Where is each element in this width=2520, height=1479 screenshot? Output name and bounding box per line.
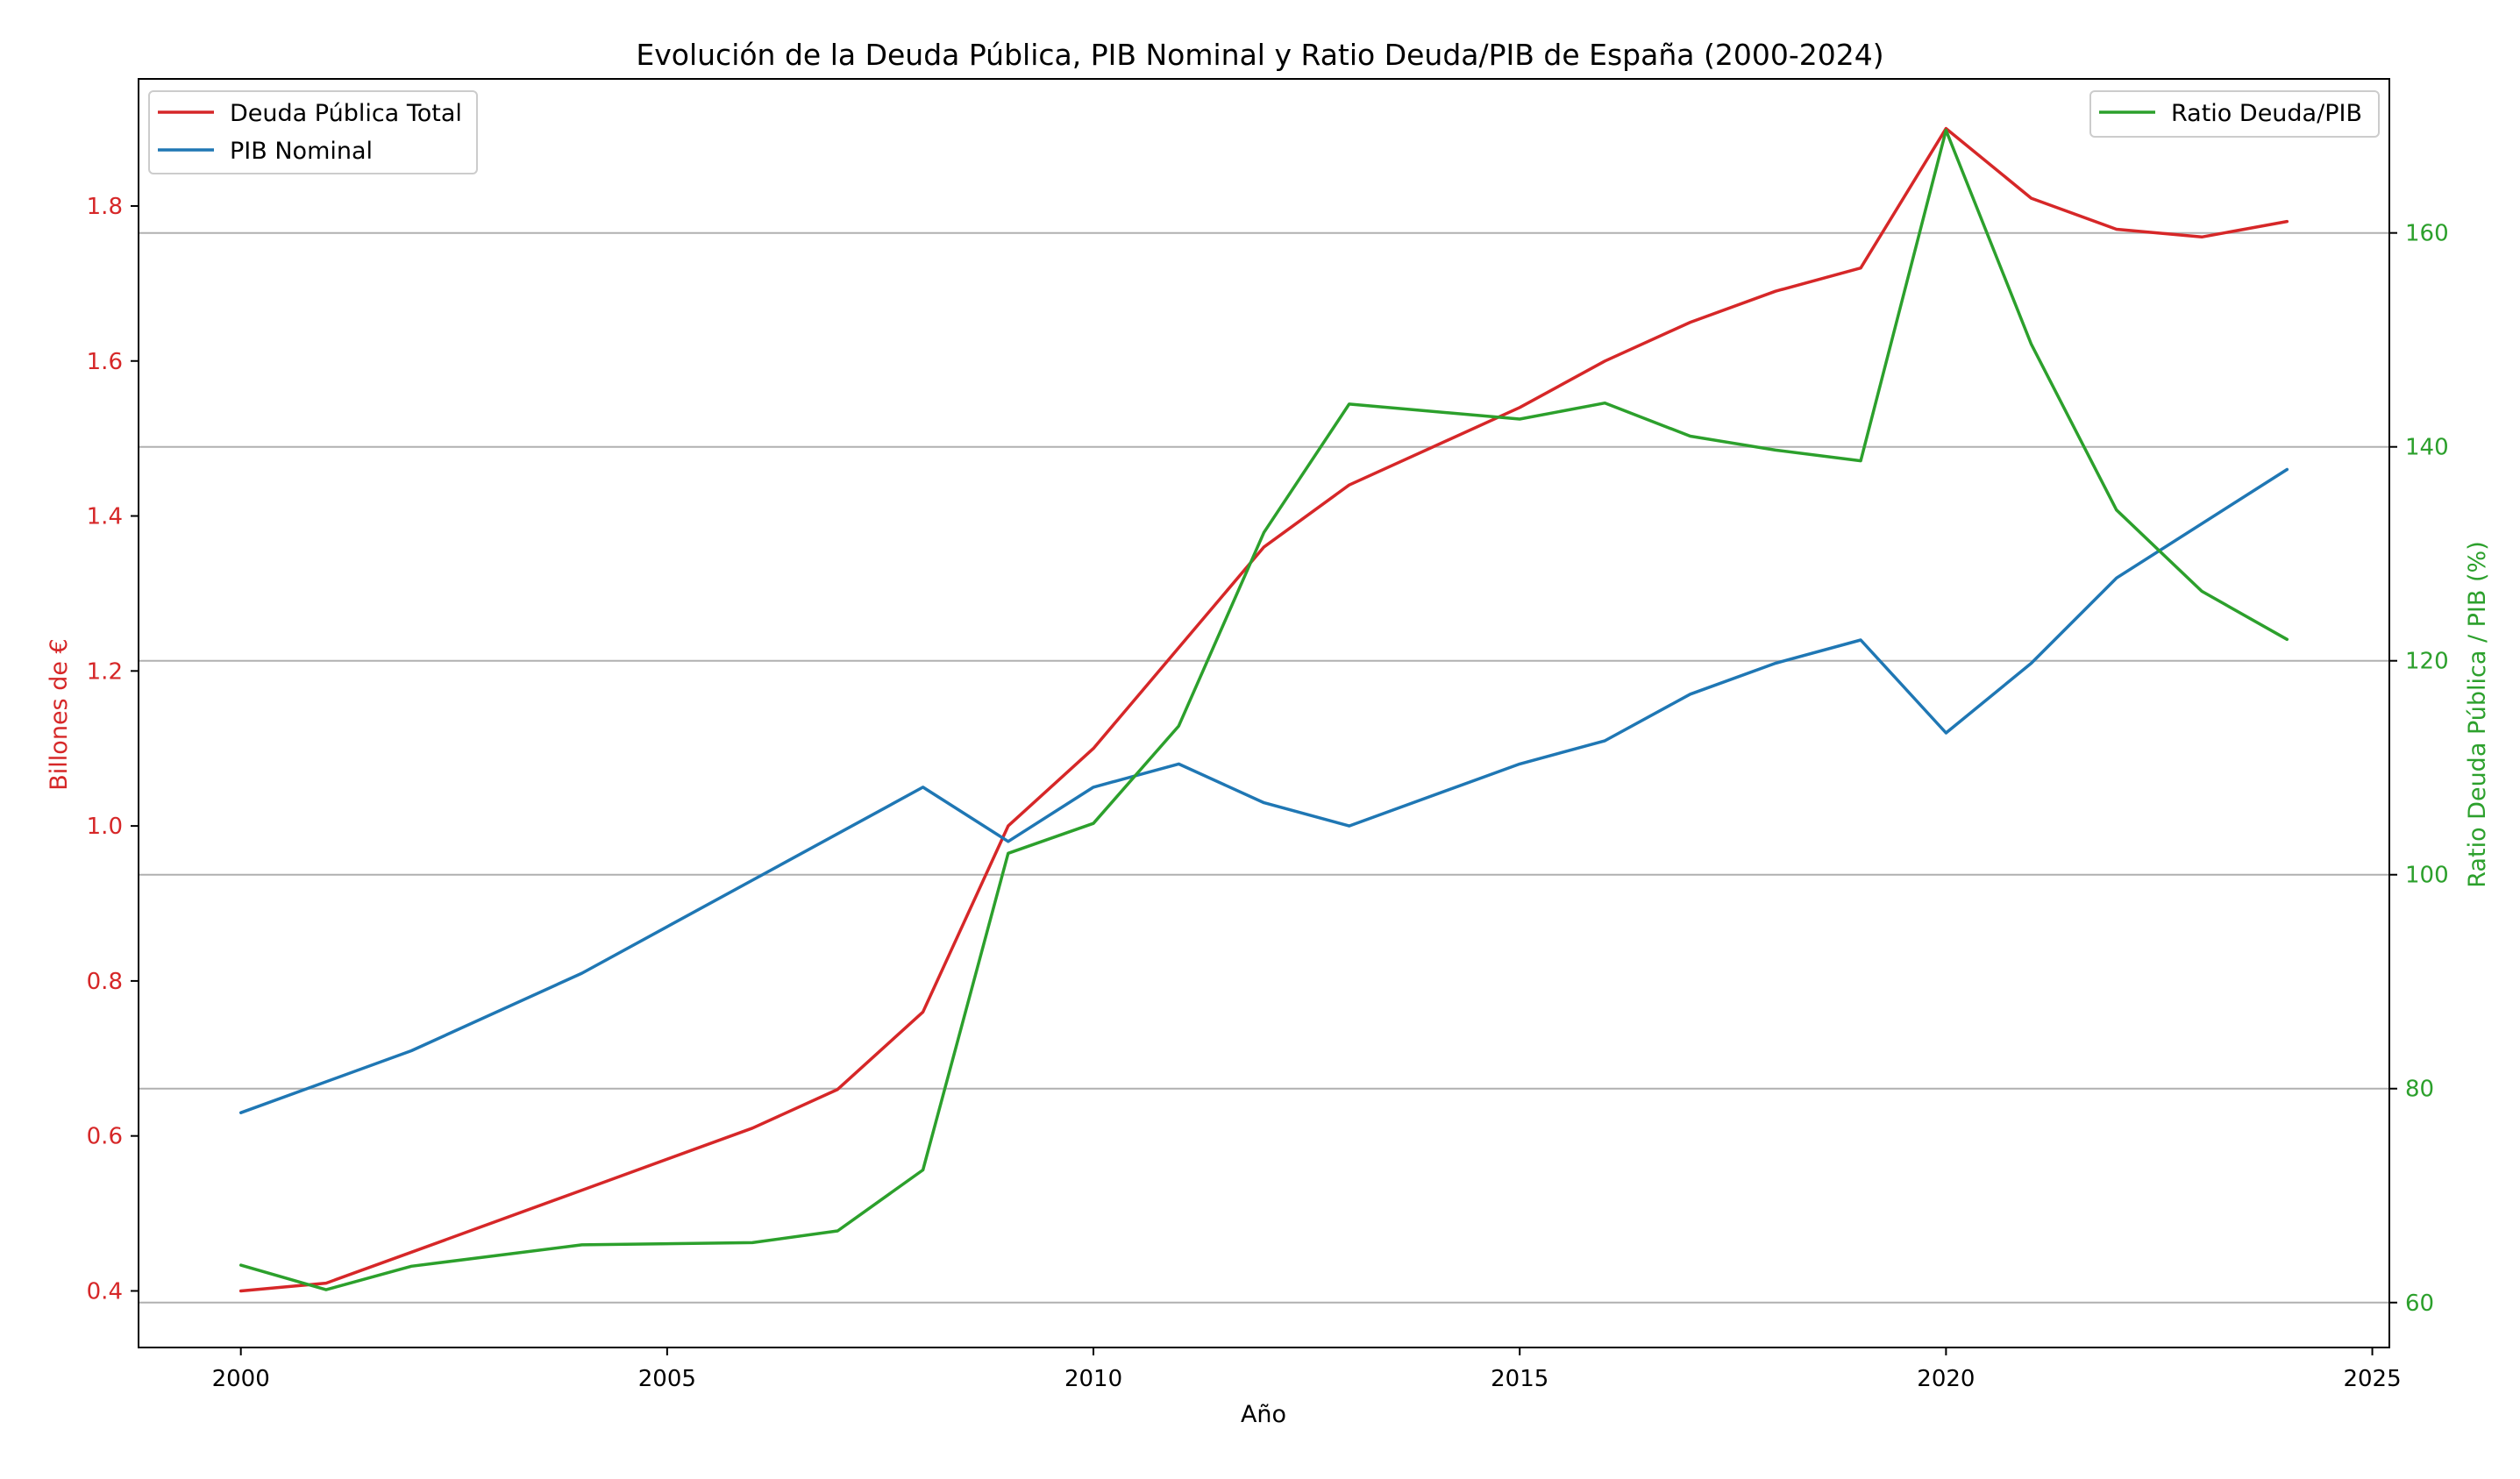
- y-left-tick-label: 0.4: [87, 1278, 123, 1305]
- y-left-tick-label: 1.2: [87, 658, 123, 685]
- series-lines: [238, 126, 2289, 1293]
- series-line-ratio-deuda-pib: [238, 128, 2289, 1291]
- x-tick-label: 2015: [1491, 1366, 1548, 1392]
- y-left-tick-label: 1.4: [87, 504, 123, 530]
- y-left-tick-label: 0.6: [87, 1124, 123, 1150]
- legend-left: Deuda Pública Total PIB Nominal: [148, 90, 478, 174]
- series-line-pib-nominal: [238, 467, 2289, 1114]
- x-tick-label: 2000: [212, 1366, 270, 1392]
- y-axis-left-title: Billones de €: [46, 638, 73, 790]
- y-right-tick-label: 120: [2405, 649, 2449, 675]
- series-line-deuda-publica: [238, 126, 2289, 1293]
- x-tick-label: 2005: [638, 1366, 696, 1392]
- legend-label-deuda: Deuda Pública Total: [230, 100, 462, 127]
- x-axis-title: Año: [1241, 1401, 1286, 1428]
- x-tick-label: 2010: [1064, 1366, 1122, 1392]
- y-right-tick-label: 80: [2405, 1077, 2434, 1103]
- x-axis: 2000 2005 2010 2015 2020 2025: [212, 1347, 2402, 1392]
- legend-right-box: [2089, 90, 2380, 138]
- y-left-tick-label: 1.8: [87, 194, 123, 220]
- y-left-tick-label: 0.8: [87, 969, 123, 995]
- x-tick-label: 2020: [1917, 1366, 1975, 1392]
- legend-label-ratio: Ratio Deuda/PIB: [2171, 100, 2362, 127]
- y-axis-left: 0.4 0.6 0.8 1.0 1.2 1.4 1.6 1.8: [87, 194, 139, 1305]
- y-axis-right-title: Ratio Deuda Pública / PIB (%): [2464, 541, 2491, 887]
- plot-frame: [138, 78, 2390, 1348]
- y-right-tick-label: 100: [2405, 863, 2449, 889]
- legend-label-pib: PIB Nominal: [230, 138, 373, 165]
- y-right-tick-label: 140: [2405, 435, 2449, 461]
- legend-right: Ratio Deuda/PIB: [2089, 90, 2380, 138]
- y-right-tick-label: 60: [2405, 1291, 2434, 1317]
- y-left-tick-label: 1.0: [87, 814, 123, 840]
- y-right-tick-label: 160: [2405, 221, 2449, 247]
- grid-lines: [139, 231, 2389, 1304]
- y-left-tick-label: 1.6: [87, 349, 123, 375]
- y-axis-right: 60 80 100 120 140 160: [2389, 221, 2449, 1317]
- chart-title: Evolución de la Deuda Pública, PIB Nomin…: [636, 38, 1883, 72]
- legend-left-box: [148, 90, 478, 174]
- x-tick-label: 2025: [2343, 1366, 2401, 1392]
